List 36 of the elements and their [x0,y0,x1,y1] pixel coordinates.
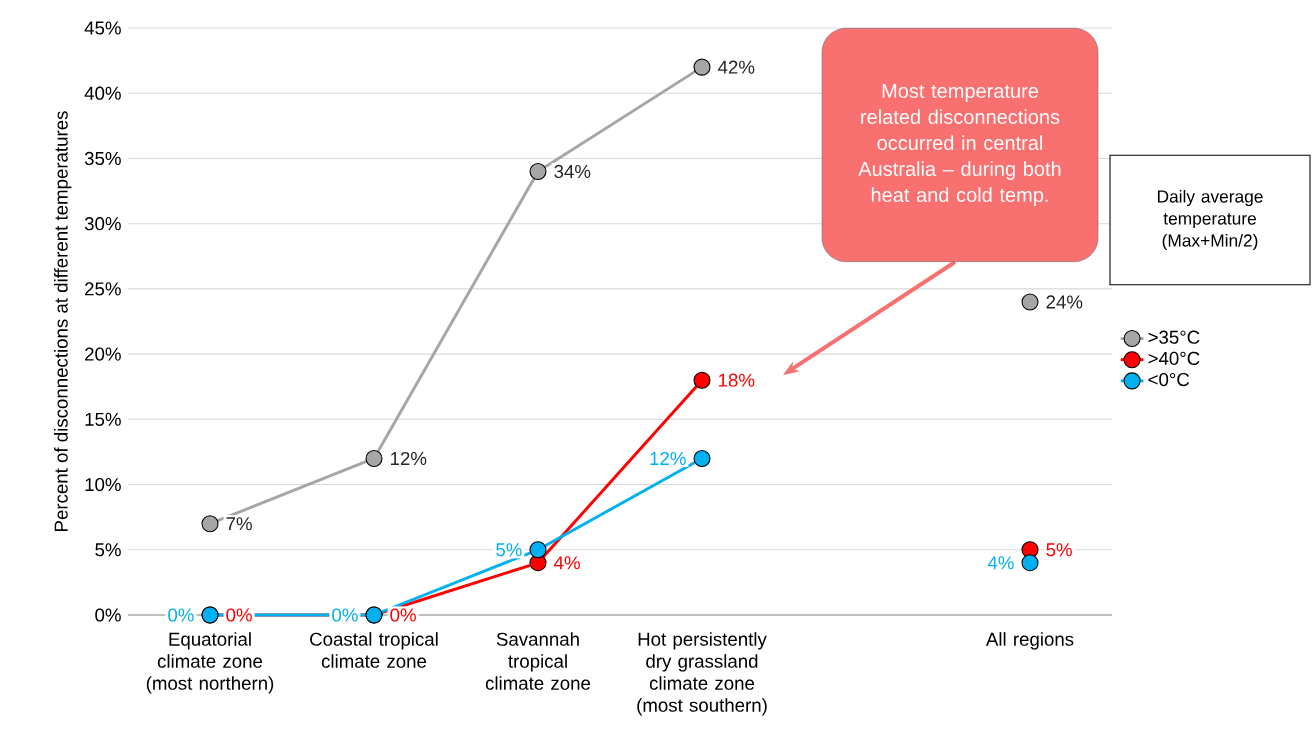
y-tick-label: 35% [84,151,121,166]
data-label: 0% [226,608,252,622]
data-label: 4% [987,556,1014,570]
y-tick-label: 40% [84,86,121,100]
data-label: 24% [1046,295,1083,309]
data-label: 18% [719,373,755,387]
data-label: 0% [332,608,358,622]
data-label: 4% [554,556,580,570]
data-label: 5% [1046,543,1072,557]
data-label: 0% [168,608,194,622]
x-tick-label: Coastal tropical climate zone [310,632,438,668]
data-label: 42% [718,60,755,74]
y-tick-label: 10% [85,477,121,492]
data-label: 7% [226,517,252,531]
y-tick-label: 20% [85,347,121,361]
legend-title: Daily average temperature (Max+Min/2) [1157,189,1263,251]
data-label: 12% [391,451,427,466]
x-tick-label: Savannah tropical climate zone [485,632,591,690]
x-tick-label: Hot persistently dry grassland climate zone (most southern) [637,632,767,716]
legend-label: >35°C [1148,330,1200,344]
y-tick-label: 5% [95,543,121,557]
x-tick-label: Equatorial climate zone (most northern) [146,632,274,694]
y-tick-label: 30% [84,217,121,231]
annotation: Most temperature related disconnections occurred in central Australia – during both heat and cold temp. [858,84,1061,206]
y-tick-label: 15% [85,412,121,426]
legend-label: >40°C [1148,351,1200,366]
y-tick-label: 45% [84,21,121,35]
data-label: 12% [650,451,686,466]
y-axis-title: Percent of disconnections at different temperatures [54,111,72,531]
data-label: 34% [554,164,591,179]
x-tick-label: All regions [985,632,1074,650]
y-tick-label: 0% [95,608,121,622]
data-label: 0% [390,608,416,622]
data-label: 5% [496,543,522,557]
legend-label: <0°C [1148,372,1190,387]
y-tick-label: 25% [85,282,121,296]
